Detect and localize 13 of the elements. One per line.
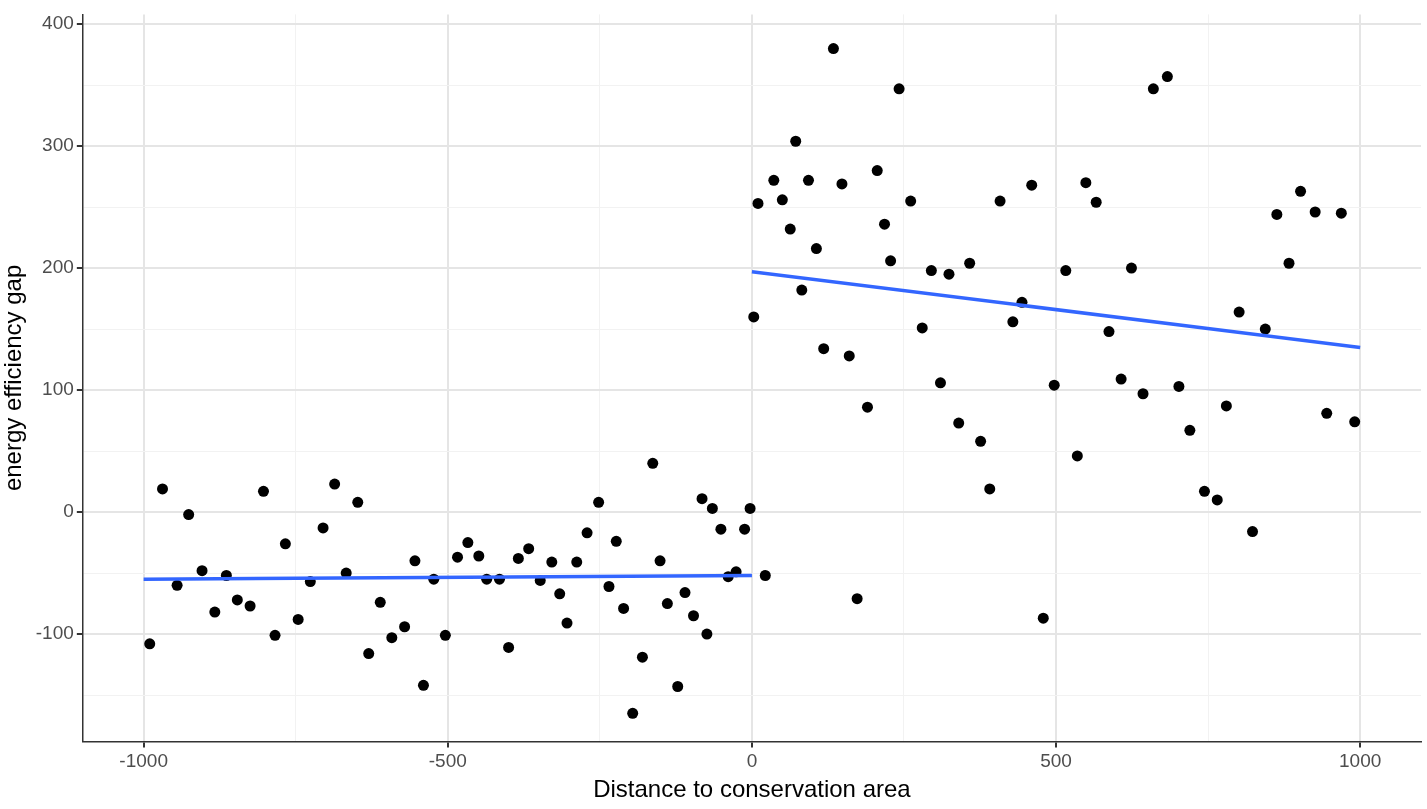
x-tick-label: -500 [428, 750, 467, 772]
y-axis-title: energy efficiency gap [0, 264, 27, 492]
y-tick-label: 100 [42, 378, 74, 400]
x-axis-title: Distance to conservation area [593, 775, 912, 803]
y-tick-label: -100 [35, 622, 74, 644]
y-tick-label: 400 [42, 12, 74, 34]
x-tick-label: 1000 [1339, 750, 1382, 772]
y-tick-label: 300 [42, 134, 74, 156]
y-tick-label: 200 [42, 256, 74, 278]
y-tick-label: 0 [63, 500, 74, 522]
x-tick-label: 0 [746, 750, 758, 772]
x-tick-label: 500 [1040, 750, 1072, 772]
x-tick-label: -1000 [119, 750, 168, 772]
